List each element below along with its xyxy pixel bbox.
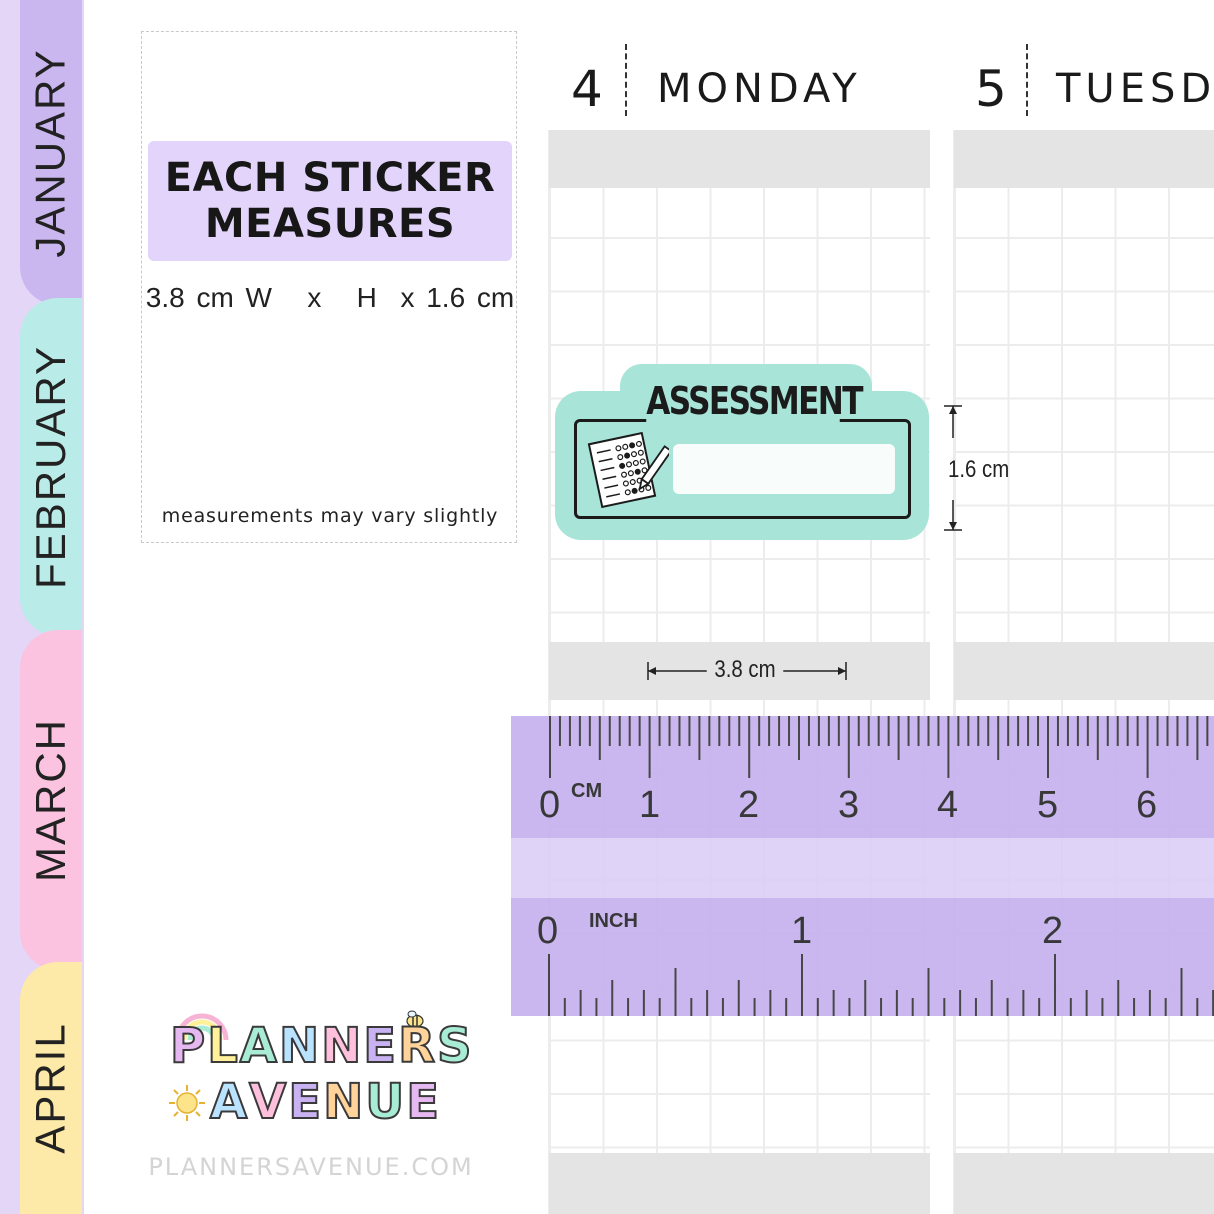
cm-number: 1: [639, 784, 661, 826]
assessment-sticker[interactable]: ASSESSMENT: [555, 364, 929, 540]
day-separator: [625, 44, 627, 116]
heading-line-2: MEASURES: [204, 201, 456, 247]
day-name-monday: MONDAY: [657, 66, 862, 112]
width-label: 3.8 cm: [706, 656, 784, 684]
cm-unit-label: CM: [571, 780, 603, 802]
logo-letter: A: [209, 1073, 250, 1131]
logo-letter: E: [405, 1073, 442, 1131]
cm-number: 5: [1037, 784, 1059, 826]
ruler-middle-strip: [511, 838, 1214, 898]
tab-february[interactable]: FEBRUARY: [20, 298, 82, 636]
logo-letter: V: [248, 1073, 289, 1131]
inch-unit-label: INCH: [589, 910, 638, 932]
footer-band: [954, 1153, 1214, 1214]
website-url[interactable]: PLANNERSAVENUE.COM: [148, 1153, 474, 1181]
inch-number: 2: [1042, 910, 1064, 952]
header-band: [954, 130, 1214, 188]
sun-icon: [169, 1085, 205, 1121]
tab-label: JANUARY: [27, 47, 74, 258]
tab-april[interactable]: APRIL: [20, 962, 82, 1214]
day-name-tuesday: TUESD: [1056, 66, 1214, 112]
cm-number: 4: [937, 784, 959, 826]
sticker-title: ASSESSMENT: [646, 379, 863, 423]
cm-number: 3: [838, 784, 860, 826]
card-heading: EACH STICKER MEASURES: [148, 141, 512, 261]
footer-band: [549, 1153, 930, 1214]
logo-letter: N: [322, 1073, 366, 1131]
ruler-ticks: [548, 716, 1214, 1016]
logo-letter: N: [278, 1017, 322, 1075]
sticker-write-field: [673, 444, 895, 494]
height-label: 1.6 cm: [948, 456, 1010, 483]
day-number-monday: 4: [571, 60, 603, 118]
measurement-note: measurements may vary slightly: [161, 505, 499, 527]
logo-letter: S: [436, 1017, 474, 1075]
logo-letter: E: [362, 1017, 399, 1075]
tab-label: APRIL: [27, 1022, 75, 1154]
planner-column-tuesday: [953, 130, 1214, 1214]
cm-number: 6: [1136, 784, 1158, 826]
cm-number: 2: [738, 784, 760, 826]
logo-letter: R: [397, 1017, 438, 1075]
tab-label: FEBRUARY: [27, 345, 75, 589]
logo-letter: P: [169, 1017, 208, 1075]
logo-letter: L: [206, 1017, 240, 1075]
inch-number: 0: [537, 910, 559, 952]
inch-number: 1: [791, 910, 813, 952]
logo-letter: A: [239, 1017, 279, 1075]
cm-number: 0: [539, 784, 561, 826]
ruler: CM INCH 0 1 2 3 4 5 6 0 1 2: [511, 716, 1214, 1016]
day-number-tuesday: 5: [975, 60, 1007, 118]
logo-word-avenue: AVENUE: [209, 1073, 442, 1131]
logo-letter: U: [364, 1073, 407, 1131]
tab-label: MARCH: [27, 718, 74, 882]
sticker-dimensions: 3.8 cm W x H x 1.6 cm: [145, 282, 515, 313]
heading-line-1: EACH STICKER: [164, 155, 496, 201]
height-dimension-arrow: [944, 405, 962, 531]
month-tabs: JANUARY FEBRUARY MARCH APRIL: [0, 0, 84, 1214]
planners-avenue-logo: PLANNERS AVENUE: [166, 1010, 484, 1140]
logo-word-planners: PLANNERS: [169, 1017, 474, 1075]
middle-band: [954, 642, 1214, 700]
logo-letter: E: [287, 1073, 324, 1131]
logo-letter: N: [320, 1017, 364, 1075]
test-sheet-pencil-icon: [587, 431, 669, 509]
tab-march[interactable]: MARCH: [20, 630, 82, 970]
header-band: [549, 130, 930, 188]
tab-january[interactable]: JANUARY: [20, 0, 82, 305]
rainbow-icon: [175, 1013, 229, 1041]
bee-icon: [406, 1010, 424, 1028]
day-separator: [1026, 44, 1028, 116]
measurement-card: EACH STICKER MEASURES 3.8 cm W x H x 1.6…: [141, 31, 517, 543]
